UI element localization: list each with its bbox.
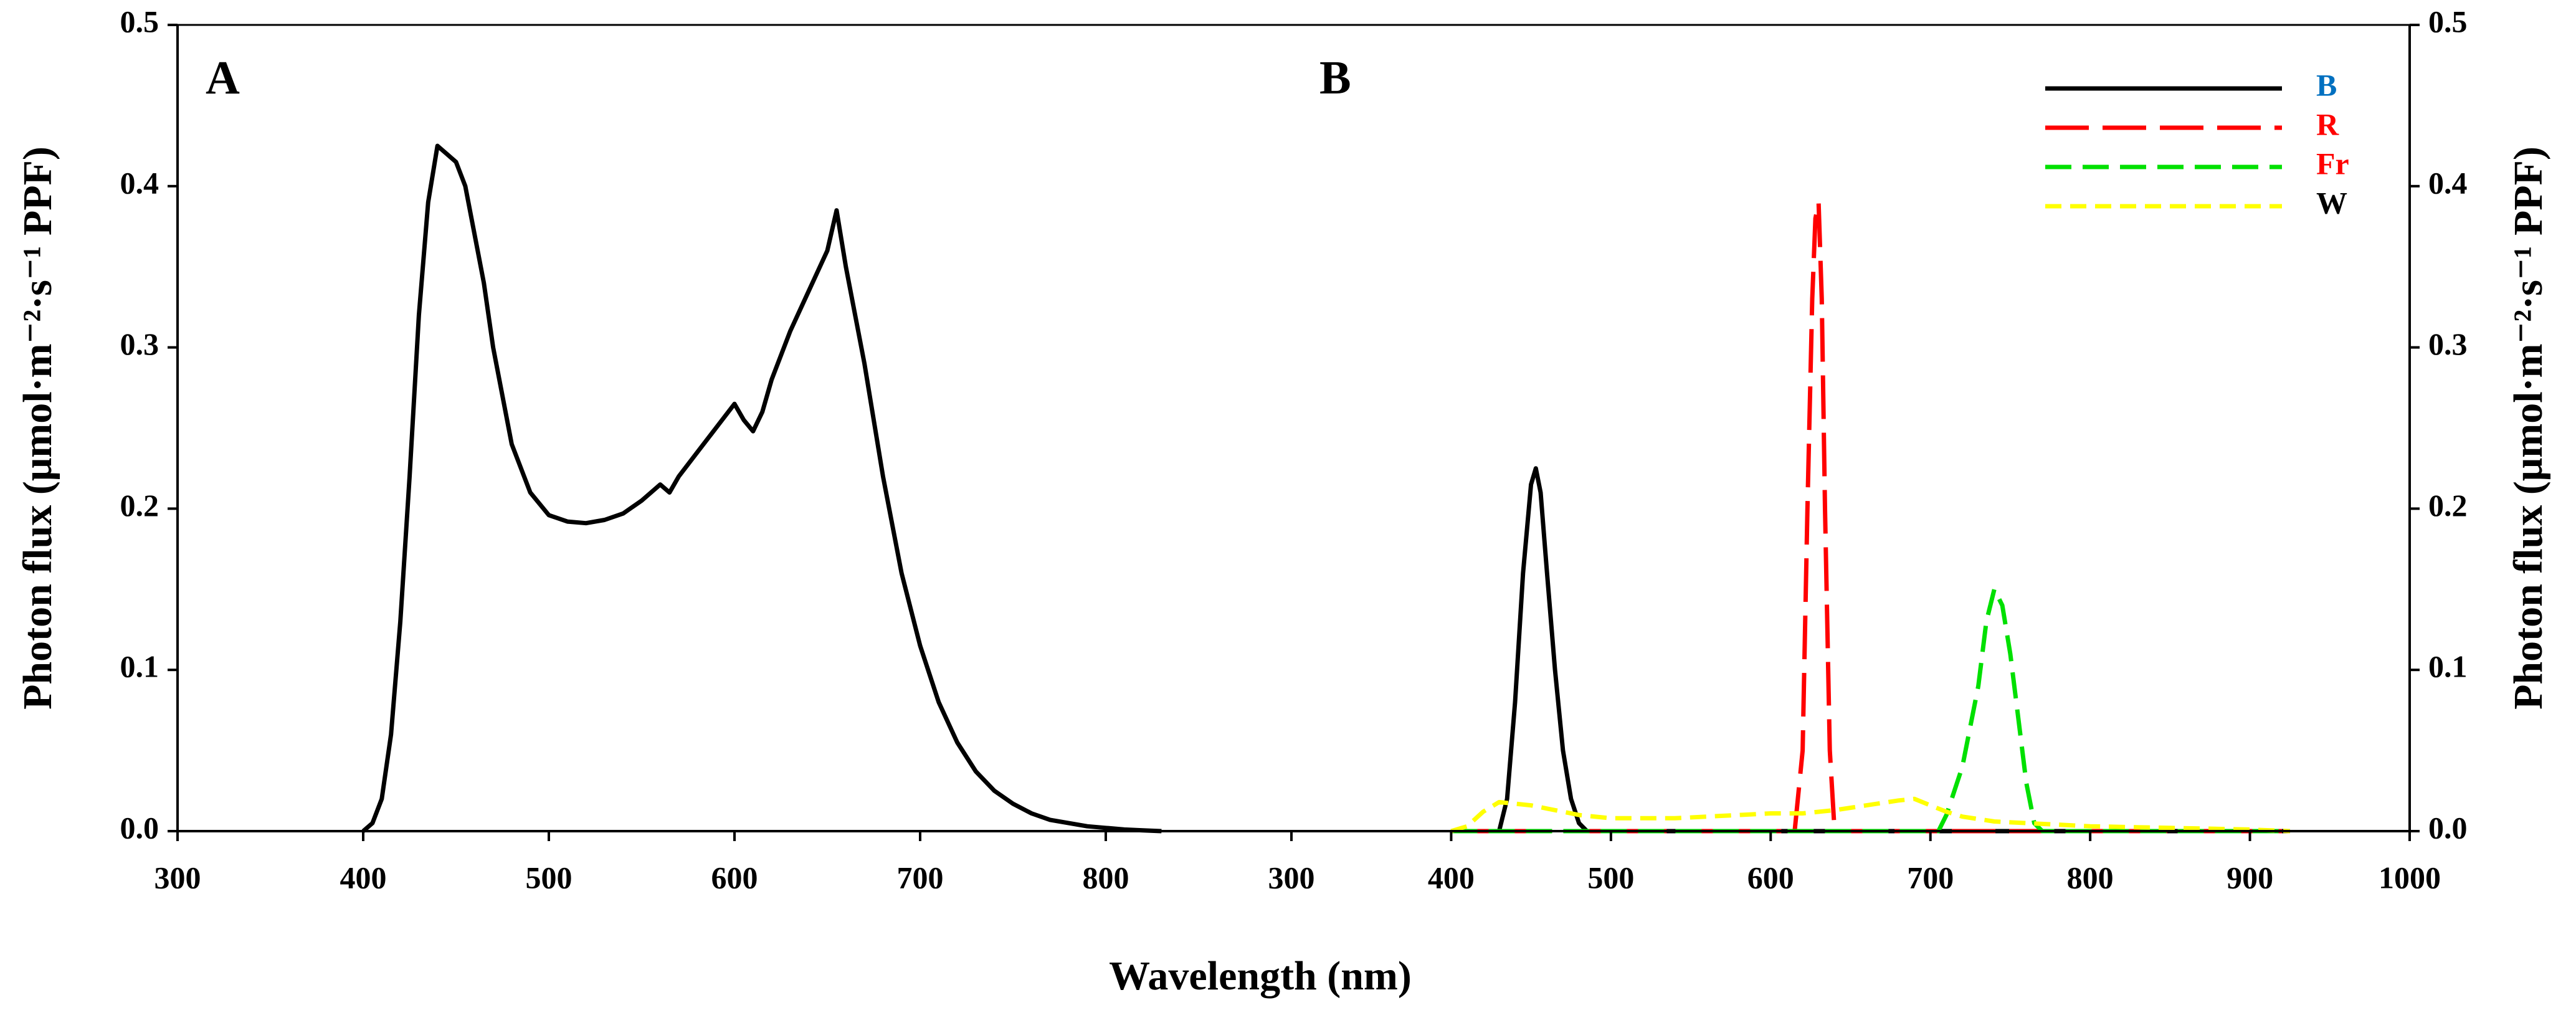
y-tick-label: 0.3 [2428, 326, 2468, 361]
x-tick-label: 500 [526, 860, 573, 895]
y-axis-label: Photon flux (μmol·m⁻²·s⁻¹ PPF) [15, 146, 60, 710]
legend-label: B [2316, 67, 2337, 102]
data-line [361, 143, 1162, 834]
data-line [1451, 466, 2290, 834]
x-tick-label: 400 [1428, 860, 1475, 895]
x-tick-label: 300 [1268, 860, 1315, 895]
x-tick-label: 800 [2067, 860, 2114, 895]
data-line [1451, 200, 2290, 834]
x-tick-label: 600 [711, 860, 758, 895]
y-tick-label: 0.4 [120, 165, 159, 200]
x-tick-label: 400 [340, 860, 387, 895]
data-line [1450, 796, 2290, 834]
x-tick-label: 300 [154, 860, 201, 895]
y-tick-label: 0.0 [2428, 810, 2468, 845]
y-tick-label: 0.0 [120, 810, 159, 845]
panel-label: A [206, 52, 240, 104]
y-tick-label: 0.1 [2428, 649, 2468, 684]
panel-label: B [1319, 52, 1351, 104]
y-tick-label: 0.3 [120, 326, 159, 361]
y-axis-label: Photon flux (μmol·m⁻²·s⁻¹ PPF) [2506, 146, 2551, 710]
x-tick-label: 500 [1587, 860, 1634, 895]
x-tick-label: 800 [1083, 860, 1129, 895]
y-tick-label: 0.5 [120, 4, 159, 39]
y-tick-label: 0.5 [2428, 4, 2468, 39]
x-axis-label: Wavelength (nm) [1109, 953, 1412, 999]
x-tick-label: 600 [1747, 860, 1794, 895]
x-tick-label: 700 [897, 860, 944, 895]
x-tick-label: 1000 [2379, 860, 2441, 895]
legend-label: W [2316, 185, 2347, 220]
y-tick-label: 0.2 [120, 488, 159, 523]
legend-label: Fr [2316, 146, 2349, 181]
x-tick-label: 900 [2227, 860, 2273, 895]
legend-label: R [2316, 107, 2339, 141]
y-tick-label: 0.4 [2428, 165, 2468, 200]
x-tick-label: 700 [1907, 860, 1954, 895]
y-tick-label: 0.1 [120, 649, 159, 684]
data-line [1451, 587, 2290, 834]
y-tick-label: 0.2 [2428, 488, 2468, 523]
